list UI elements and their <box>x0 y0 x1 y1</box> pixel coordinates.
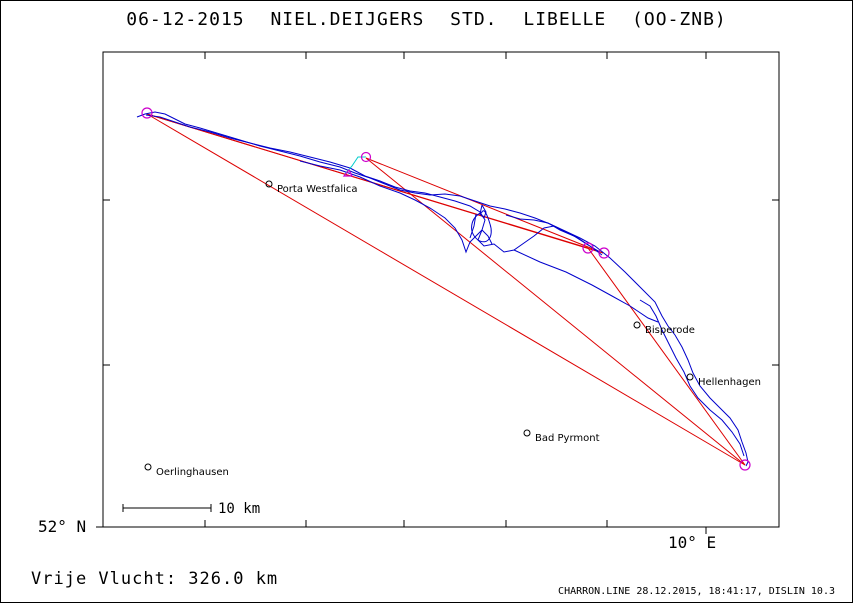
turnpoint-icon <box>739 459 751 471</box>
place-porta-westfalica: Porta Westfalica <box>277 184 358 195</box>
turnpoint-icon <box>342 168 353 177</box>
turnpoint-markers <box>141 107 751 471</box>
start-turnpoint-icon <box>141 107 153 119</box>
footer-credits: CHARRON.LINE 28.12.2015, 18:41:17, DISLI… <box>558 586 835 597</box>
turnpoint-icon <box>598 247 610 259</box>
turnpoint-icon <box>582 242 594 254</box>
turnpoint-icon <box>360 151 372 163</box>
place-bad-pyrmont: Bad Pyrmont <box>535 433 600 444</box>
flight-title: 06-12-2015 NIEL.DEIJGERS STD. LIBELLE (O… <box>126 9 727 30</box>
task-lines <box>146 113 746 466</box>
place-marker-icon <box>523 429 531 437</box>
scale-bar: 10 km <box>122 501 260 517</box>
place-bisperode: Bisperode <box>645 325 695 336</box>
axis-ticks <box>96 52 779 534</box>
flight-track <box>136 111 749 467</box>
longitude-label: 10° E <box>668 533 716 552</box>
distance-summary: Vrije Vlucht: 326.0 km <box>31 569 279 589</box>
place-marker-icon <box>686 373 694 381</box>
place-marker-icon <box>633 321 641 329</box>
latitude-label: 52° N <box>38 517 86 536</box>
place-marker-icon <box>265 180 273 188</box>
place-hellenhagen: Hellenhagen <box>698 377 761 388</box>
plot-border <box>102 51 780 528</box>
place-oerlinghausen: Oerlinghausen <box>156 467 229 478</box>
place-marker-icon <box>144 463 152 471</box>
place-markers: Porta Westfalica Bisperode Hellenhagen B… <box>144 180 761 478</box>
scale-label: 10 km <box>218 501 260 517</box>
